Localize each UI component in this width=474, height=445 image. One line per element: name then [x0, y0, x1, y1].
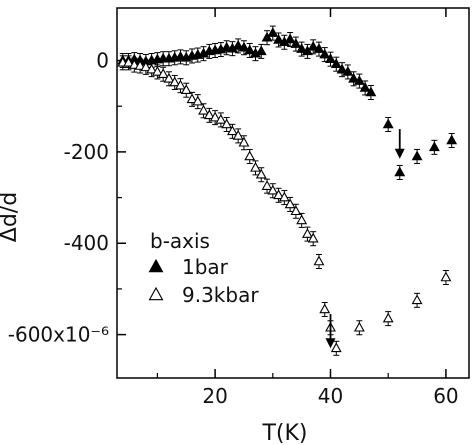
data-point	[359, 81, 371, 92]
data-point	[238, 136, 250, 147]
data-point	[203, 109, 215, 120]
data-point	[284, 33, 296, 44]
data-point	[163, 72, 175, 83]
x-tick-label: 20	[202, 384, 227, 408]
data-point	[319, 48, 331, 59]
data-point	[267, 184, 279, 195]
data-point	[382, 118, 394, 129]
legend-marker	[148, 258, 164, 273]
data-point	[325, 53, 336, 63]
data-point	[273, 189, 285, 200]
data-point	[175, 50, 186, 61]
y-tick-label: -600x10⁻⁶	[8, 323, 109, 347]
data-point	[336, 63, 348, 74]
data-point	[128, 59, 140, 69]
data-point	[255, 168, 267, 179]
data-point	[353, 321, 365, 332]
legend-label: 9.3kbar	[182, 283, 259, 307]
data-point	[446, 134, 458, 145]
data-point	[198, 104, 209, 115]
data-point	[175, 79, 186, 90]
data-point	[238, 41, 250, 52]
plot-border	[116, 7, 470, 379]
data-point	[261, 180, 273, 190]
plot-frame	[116, 7, 470, 379]
data-point	[365, 86, 377, 97]
data-point	[348, 72, 360, 83]
data-point	[428, 141, 440, 152]
data-point	[209, 111, 221, 122]
data-point	[192, 95, 204, 106]
data-point	[307, 232, 319, 243]
data-point	[244, 44, 256, 55]
data-point	[244, 150, 256, 161]
annotations	[325, 129, 405, 349]
data-point	[180, 84, 192, 95]
data-point	[250, 161, 261, 172]
data-point	[157, 68, 169, 79]
legend: b-axis 1bar 9.3kbar	[148, 229, 259, 307]
data-point	[140, 61, 152, 72]
data-point	[215, 113, 227, 124]
data-point	[440, 271, 452, 282]
data-point	[273, 33, 285, 44]
y-tick-label: -400	[64, 231, 109, 255]
y-tick-label: -200	[64, 140, 109, 164]
data-point	[232, 129, 244, 140]
data-point	[255, 45, 267, 56]
data-point	[278, 191, 290, 202]
data-point	[296, 214, 308, 225]
x-axis-label: T(K)	[261, 421, 307, 445]
data-point	[394, 166, 406, 177]
tick-labels: 20 40 60 0 -200 -400 -600x10⁻⁶	[8, 49, 459, 408]
data-point	[134, 60, 146, 70]
y-axis-label: Δd/d	[0, 192, 22, 242]
data-point	[123, 56, 134, 67]
data-point	[186, 93, 198, 104]
data-point	[267, 27, 279, 37]
data-point	[221, 118, 233, 129]
data-point	[353, 75, 365, 85]
data-point	[313, 43, 325, 53]
data-point	[313, 255, 325, 266]
arrow-head	[325, 338, 336, 349]
data-point	[382, 312, 394, 323]
data-point	[221, 41, 233, 52]
series-open	[117, 55, 452, 356]
data-series	[117, 25, 458, 356]
x-tick-label: 60	[433, 384, 458, 408]
data-point	[342, 65, 354, 76]
data-point	[169, 76, 181, 87]
data-point	[330, 342, 342, 353]
series-filled	[117, 25, 458, 180]
data-point	[301, 228, 313, 238]
data-point	[151, 65, 163, 76]
legend-marker	[148, 286, 164, 301]
data-point	[284, 198, 296, 209]
data-point	[290, 38, 302, 48]
data-point	[330, 58, 342, 68]
data-point	[226, 125, 238, 136]
x-tick-label: 40	[318, 384, 343, 408]
data-point	[146, 63, 158, 74]
data-point	[296, 43, 308, 53]
arrow-head	[394, 148, 405, 159]
y-tick-label: 0	[96, 49, 109, 73]
data-point	[411, 294, 423, 305]
data-point	[411, 150, 423, 161]
data-point	[232, 39, 244, 50]
legend-label: 1bar	[182, 255, 229, 279]
data-point	[290, 205, 302, 216]
data-point	[307, 40, 319, 51]
axis-ticks	[117, 8, 447, 378]
legend-title: b-axis	[150, 229, 210, 253]
data-point	[319, 303, 331, 314]
